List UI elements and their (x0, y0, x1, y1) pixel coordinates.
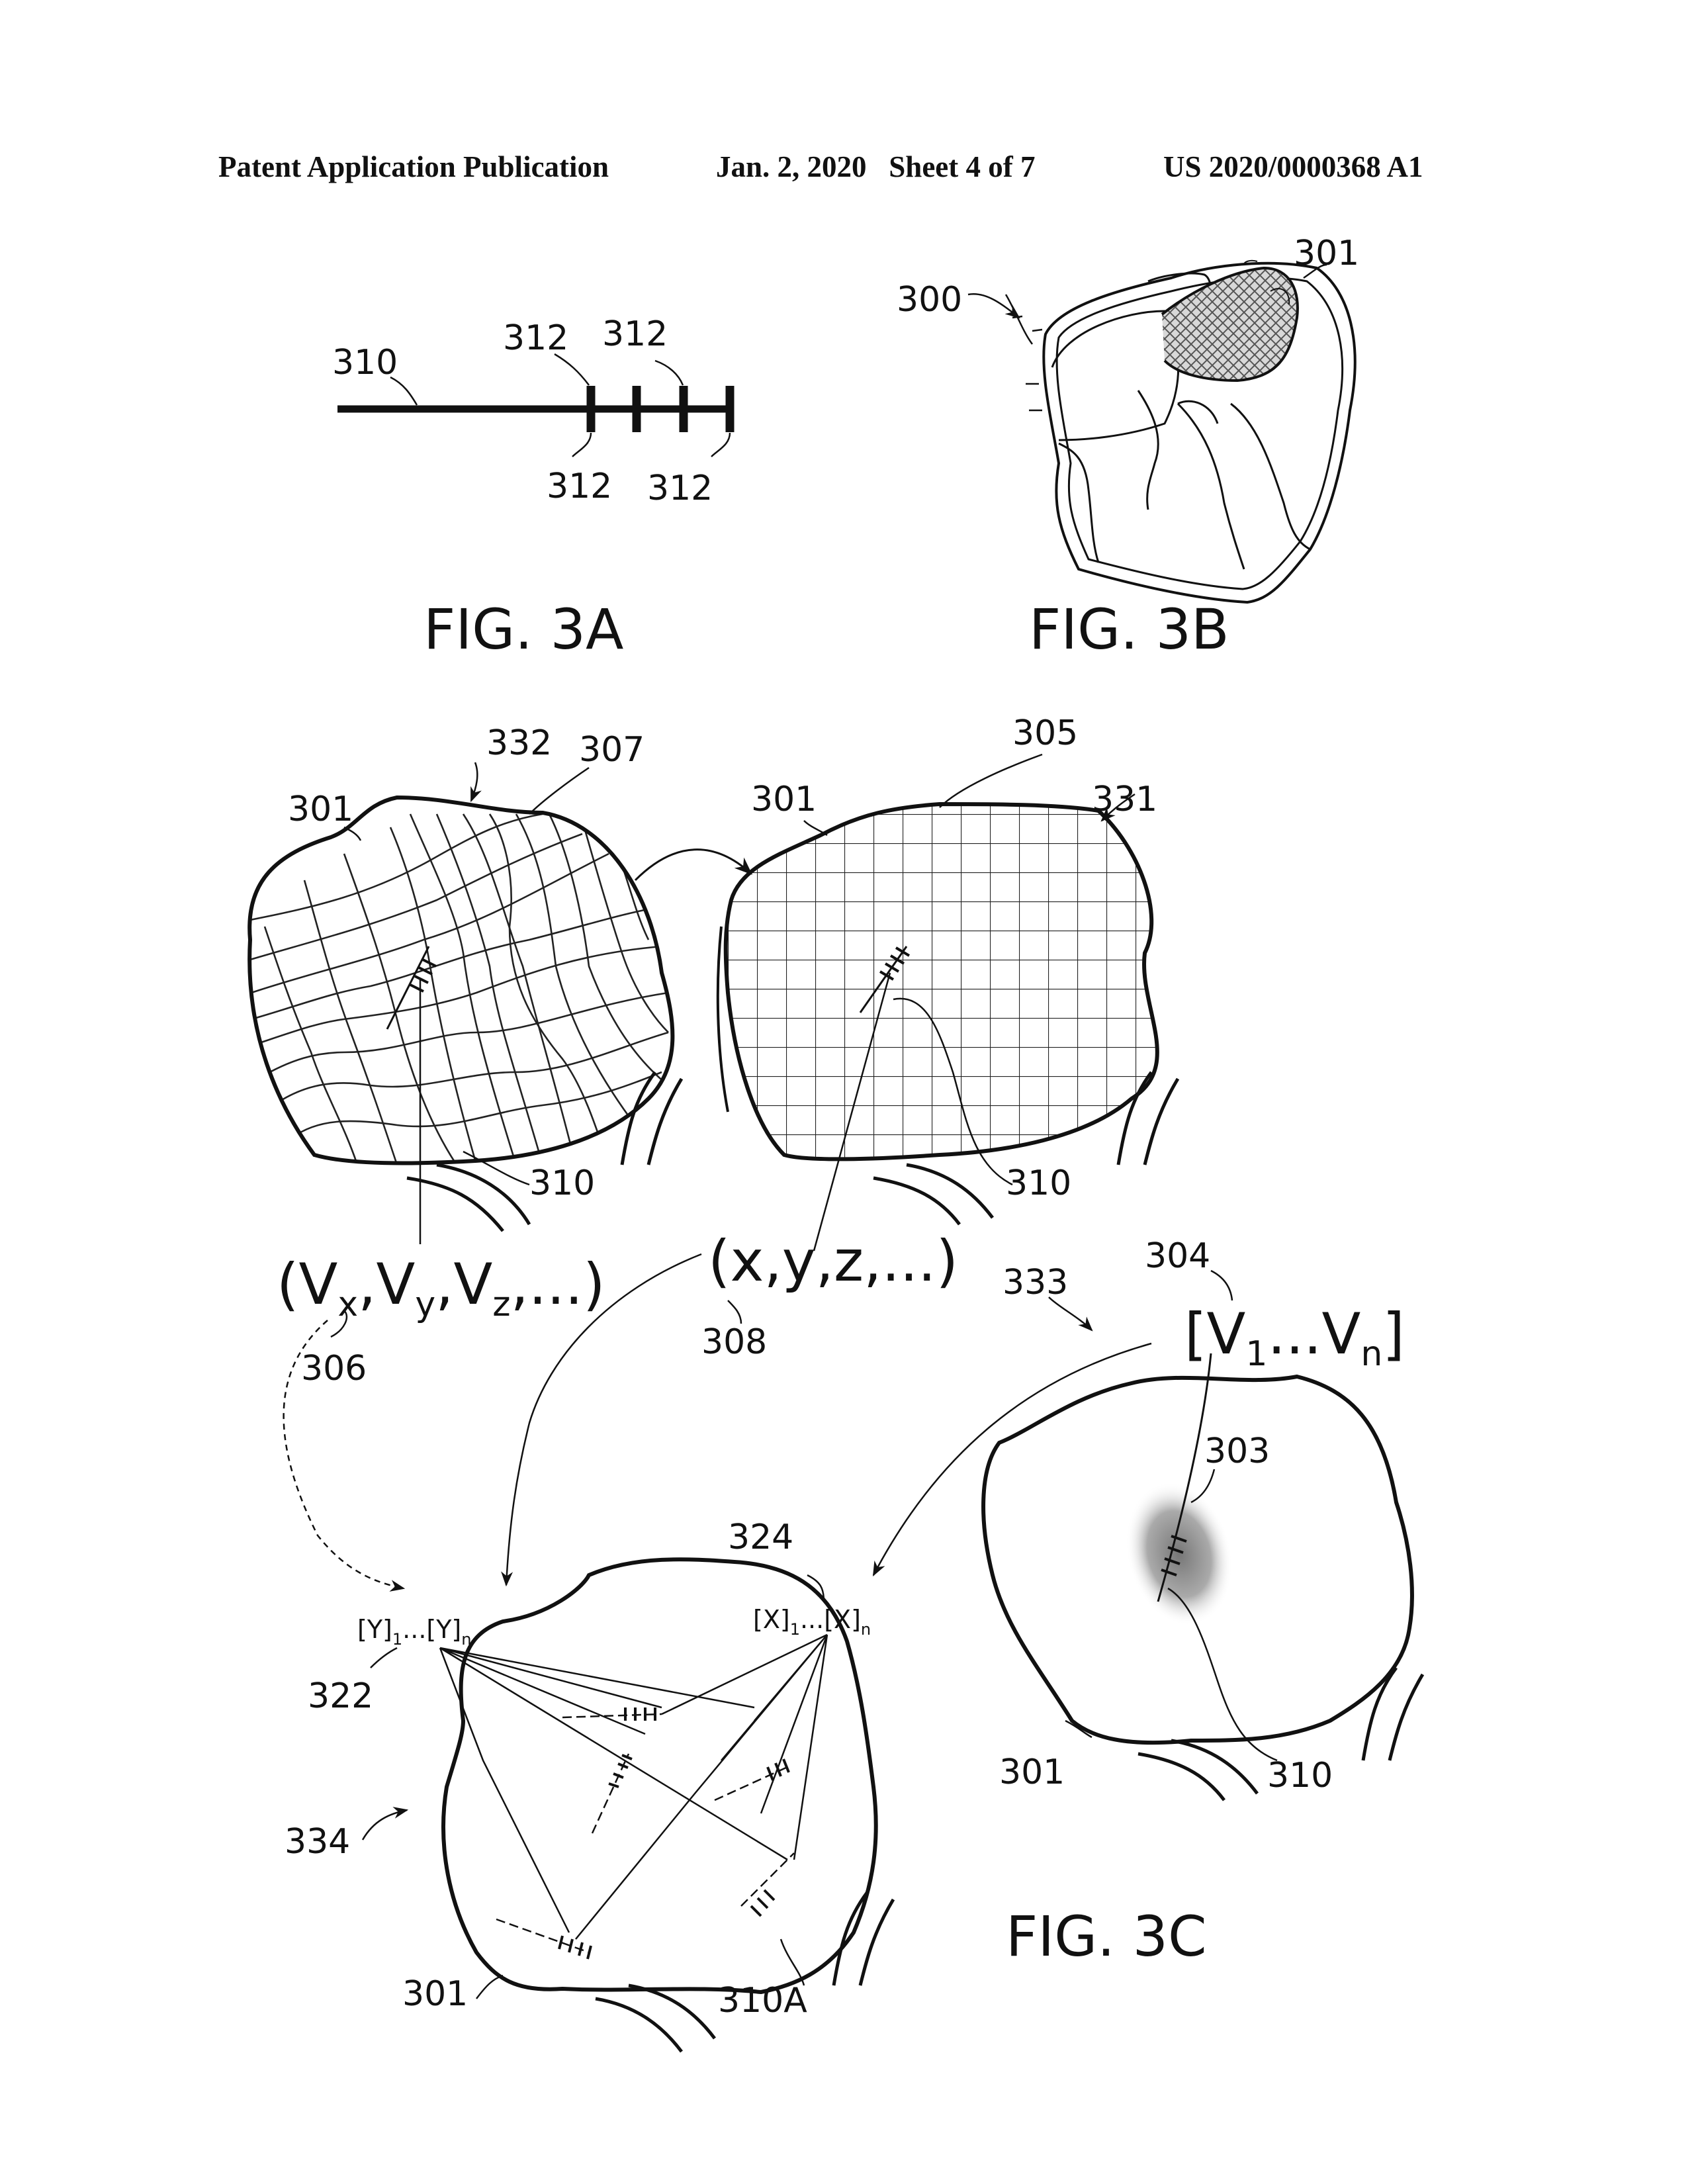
arrow-308 (501, 1253, 702, 1587)
ref-307: 307 (579, 730, 645, 770)
fig-3b-heart (967, 259, 1357, 604)
header-date-sheet: Jan. 2, 2020 Sheet 4 of 7 (716, 150, 1036, 183)
catheter-electrodes (410, 958, 437, 993)
header-patent-number: US 2020/0000368 A1 (1163, 150, 1423, 183)
distorted-grid-307 (249, 813, 669, 1163)
ref-301: 301 (751, 780, 817, 819)
ref-301: 301 (999, 1752, 1065, 1792)
ref-310: 310 (332, 343, 398, 383)
ref-312: 312 (503, 318, 568, 358)
atrium-map-331 (716, 753, 1180, 1251)
ref-332: 332 (486, 723, 552, 763)
arrow-304 (872, 1342, 1152, 1576)
catheter-positions-310a (496, 1713, 795, 1954)
ref-312: 312 (602, 314, 668, 354)
fig-3b-label: FIG. 3B (1029, 597, 1229, 662)
ref-310: 310 (1267, 1756, 1333, 1796)
left-atrium-301 (1161, 266, 1299, 383)
transform-arrow (634, 848, 752, 882)
ref-305: 305 (1012, 713, 1078, 753)
ref-310: 310 (1006, 1163, 1071, 1203)
ref-303: 303 (1204, 1432, 1270, 1471)
atrium-map-334 (361, 1557, 895, 2053)
header-publication: Patent Application Publication (218, 150, 609, 183)
catheter-electrodes (1161, 1535, 1187, 1576)
fig-3c-label: FIG. 3C (1006, 1904, 1207, 1969)
ref-301: 301 (1294, 234, 1359, 273)
electrodes-312 (586, 386, 735, 432)
regular-grid-305 (725, 804, 1157, 1160)
voltage-array-304: [V1...Vn] (1184, 1301, 1405, 1374)
y-matrix-322: [Y]1...[Y]n (357, 1615, 471, 1649)
ref-334: 334 (285, 1822, 350, 1862)
fig-3a-label: FIG. 3A (424, 597, 624, 662)
fig-3a-leaders (390, 353, 731, 457)
position-vector-308: (x,y,z,...) (708, 1228, 958, 1295)
projection-lines (439, 1633, 828, 1940)
ref-324: 324 (728, 1518, 793, 1557)
atrium-map-332 (247, 762, 684, 1244)
voltage-vector-306: (Vx,Vy,Vz,...) (277, 1251, 605, 1324)
activation-region-303 (1126, 1482, 1233, 1626)
ref-301: 301 (402, 1974, 468, 2014)
catheter-electrodes (879, 946, 911, 981)
ref-310a: 310A (718, 1981, 807, 2021)
ref-308: 308 (701, 1322, 767, 1362)
ref-312: 312 (547, 467, 612, 506)
ref-331: 331 (1092, 780, 1157, 819)
ref-306: 306 (301, 1349, 367, 1388)
dashed-arrow-306 (283, 1320, 406, 1592)
ref-310: 310 (529, 1163, 595, 1203)
x-matrix-324: [X]1...[X]n (753, 1605, 871, 1639)
atrium-map-333 (981, 1353, 1425, 1801)
fig-3a: 310 312 312 312 312 FIG. 3A (332, 314, 735, 662)
ref-300: 300 (897, 280, 962, 320)
ref-312: 312 (647, 469, 713, 508)
ref-322: 322 (308, 1676, 373, 1716)
ref-301: 301 (288, 790, 353, 829)
electrode-marks (558, 1707, 790, 1960)
ref-333: 333 (1003, 1263, 1068, 1302)
ref-304: 304 (1145, 1236, 1210, 1276)
